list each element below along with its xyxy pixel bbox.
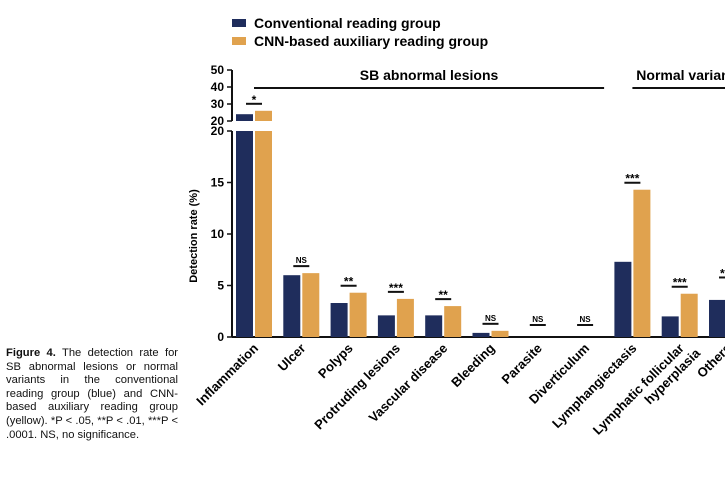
significance-label: NS [580,315,592,324]
bar [236,131,253,337]
y-tick-label-lower: 5 [217,279,224,293]
significance-label: *** [720,266,725,280]
bar [472,332,490,337]
figure-caption: Figure 4. The detection rate for SB abno… [6,347,178,442]
category-label: Protruding lesions [311,341,403,433]
bar [283,275,301,337]
y-tick-label-upper: 50 [211,63,225,77]
category-label: Lymphatic follicularhyperplasia [590,334,704,448]
group-label: Normal variants [636,67,725,83]
category-label: Vascular disease [366,341,451,426]
category-label: Bleeding [448,340,497,389]
category-label-line: Protruding lesions [311,341,403,433]
category-label-line: Bleeding [448,340,497,389]
y-tick-label-lower: 15 [211,176,225,190]
y-tick-label-lower: 10 [211,227,225,241]
category-label-line: Lymphangiectasis [549,341,639,431]
legend-entry: Conventional reading group [254,15,441,31]
bar [255,131,272,337]
bar [491,330,509,337]
category-label-line: Lymphatic follicular [590,341,687,438]
y-tick-label-upper: 30 [211,97,225,111]
bar-upper [236,114,253,121]
category-label: Lymphangiectasis [549,341,639,431]
significance-label: *** [389,281,403,295]
significance-label: NS [532,315,544,324]
bar [444,306,462,337]
category-label: Ulcer [275,341,309,375]
bar [330,303,348,337]
legend-entry: CNN-based auxiliary reading group [254,33,488,49]
category-label-line: Parasite [499,341,545,387]
significance-label: NS [296,256,308,265]
y-tick-label-lower: 0 [217,330,224,344]
y-tick-label-upper: 40 [211,80,225,94]
legend-swatch [232,37,246,45]
caption-label: Figure 4. [6,347,56,359]
bar [614,261,632,337]
significance-label: *** [625,172,639,186]
category-label: Parasite [499,341,545,387]
category-label: Others [694,341,725,381]
significance-label: * [252,93,257,107]
group-label: SB abnormal lesions [360,67,499,83]
category-label-line: Others [694,341,725,381]
bar-upper [255,110,272,121]
legend-swatch [232,19,246,27]
significance-label: NS [485,314,497,323]
category-label: Inflammation [193,340,261,408]
category-label-line: Polyps [315,341,356,382]
y-tick-label-lower: 20 [211,124,225,138]
bar [377,315,395,337]
significance-label: ** [439,288,449,302]
y-axis-label: Detection rate (%) [188,189,200,283]
significance-label: *** [673,276,687,290]
category-label-line: Inflammation [193,340,261,408]
category-label-line: Vascular disease [366,341,451,426]
bar [633,189,651,337]
category-label: Polyps [315,341,356,382]
bar [349,292,367,337]
bar [709,299,725,337]
bar [661,316,679,337]
y-tick-label-upper: 20 [211,114,225,128]
significance-label: ** [344,275,354,289]
category-label-line: Ulcer [275,341,309,375]
bar [302,273,320,337]
bar [396,298,414,337]
caption-text: The detection rate for SB abnormal lesio… [6,347,179,441]
bar [425,315,443,337]
bar [680,293,698,337]
